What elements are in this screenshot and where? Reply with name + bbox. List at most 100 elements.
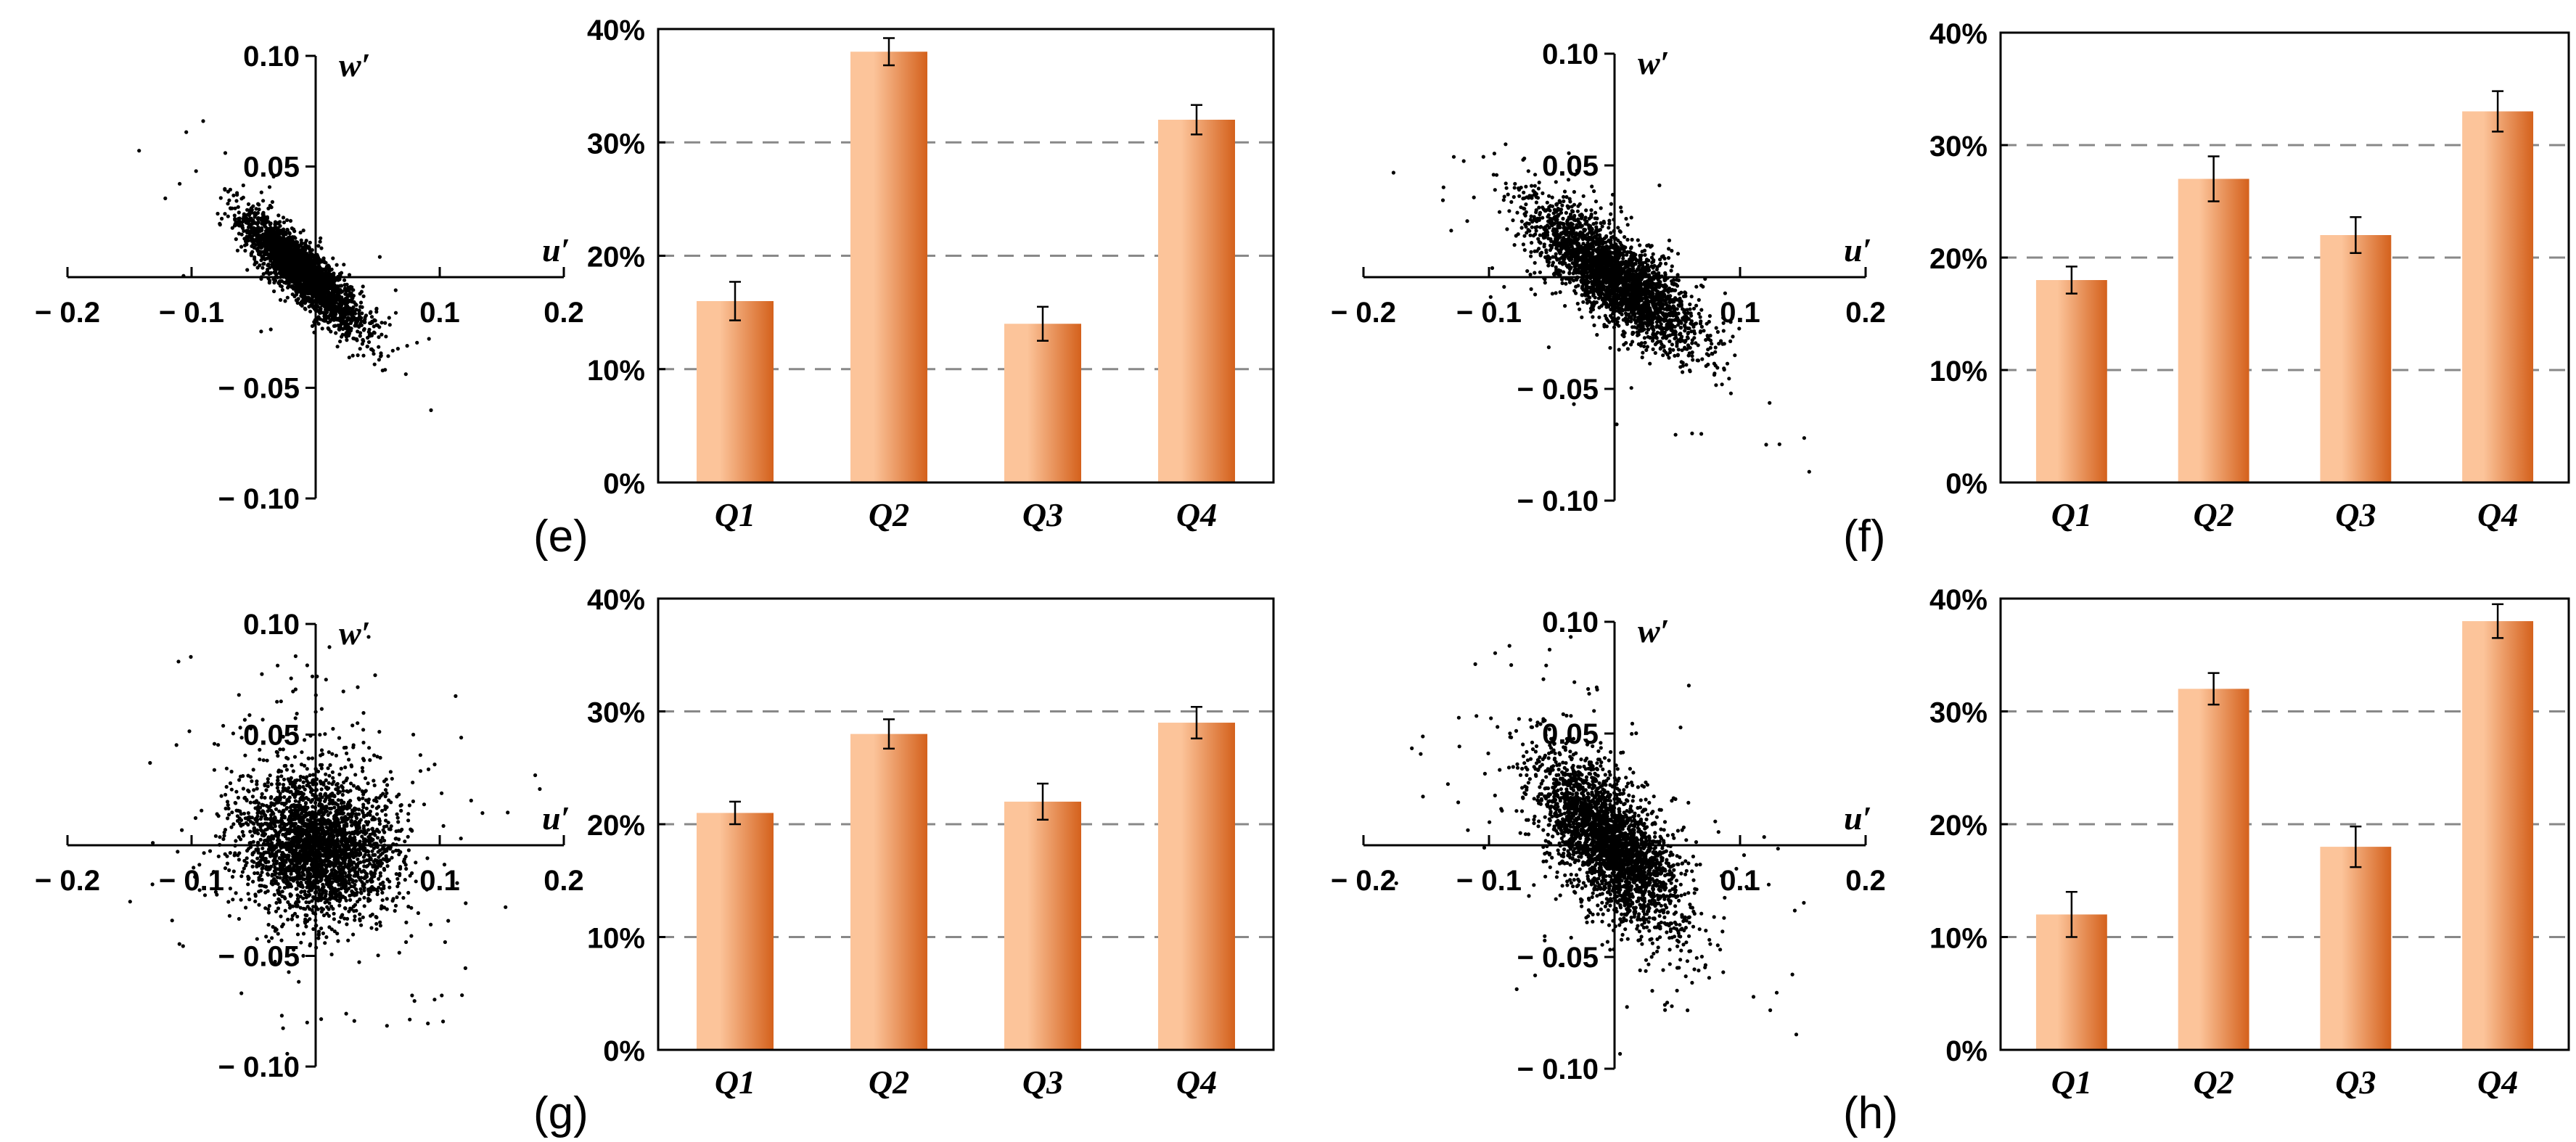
scatter-point <box>1622 334 1626 339</box>
scatter-point <box>1630 330 1635 334</box>
scatter-point <box>305 255 310 259</box>
scatter-point <box>1504 181 1508 186</box>
scatter-point <box>231 193 236 197</box>
scatter-point <box>259 329 263 334</box>
scatter-point <box>163 196 168 200</box>
scatter-point <box>268 271 273 275</box>
scatter-point <box>1599 282 1603 286</box>
scatter-point <box>1621 256 1625 260</box>
scatter-point <box>1690 338 1694 342</box>
scatter-point <box>295 290 299 295</box>
scatter-point <box>1501 198 1506 202</box>
scatter-point <box>1648 361 1652 366</box>
scatter-point <box>1655 265 1660 269</box>
scatter-point <box>357 308 361 313</box>
scatter-point <box>361 337 365 342</box>
scatter-point <box>253 221 257 225</box>
scatter-point <box>1638 243 1642 247</box>
scatter-point <box>374 310 379 314</box>
scatter-point <box>1592 323 1596 327</box>
scatter-point <box>347 273 352 277</box>
scatter-point <box>338 306 342 311</box>
scatter-point <box>429 408 433 413</box>
scatter-point <box>342 263 346 267</box>
x-axis-variable-label: u′ <box>542 231 570 268</box>
scatter-point <box>341 301 345 305</box>
scatter-point <box>302 282 306 287</box>
scatter-point <box>324 285 328 289</box>
scatter-point <box>1523 213 1527 218</box>
scatter-point <box>1702 329 1706 333</box>
scatter-point <box>279 242 284 247</box>
scatter-point <box>354 322 358 326</box>
scatter-point <box>1649 255 1654 260</box>
scatter-point <box>349 310 353 314</box>
scatter-point <box>1604 234 1609 239</box>
scatter-point <box>259 190 263 194</box>
scatter-point <box>1547 205 1551 210</box>
scatter-point <box>1522 234 1527 238</box>
scatter-point <box>1679 336 1683 340</box>
scatter-point <box>1547 194 1551 198</box>
scatter-point <box>1605 285 1609 289</box>
scatter-point <box>1650 318 1654 322</box>
scatter-point <box>1533 260 1537 265</box>
scatter-point <box>1504 186 1509 190</box>
scatter-point <box>1654 335 1659 340</box>
scatter-point <box>262 253 266 258</box>
scatter-point <box>1507 209 1511 213</box>
scatter-point <box>1567 236 1571 240</box>
scatter-point <box>236 205 240 209</box>
scatter-point <box>1601 284 1606 289</box>
scatter-point <box>386 354 390 358</box>
scatter-point <box>286 247 290 251</box>
scatter-point <box>282 263 287 268</box>
scatter-point <box>1652 287 1657 291</box>
scatter-point <box>380 332 384 337</box>
scatter-point <box>1523 222 1527 226</box>
y-tick-label: − 0.10 <box>218 483 300 515</box>
scatter-point <box>1700 357 1705 361</box>
scatter-point <box>1684 363 1689 367</box>
scatter-point <box>1621 267 1625 272</box>
scatter-point <box>280 288 284 292</box>
scatter-point <box>286 258 290 263</box>
scatter-plot-0: − 0.2− 0.1 0.1 0.20.100.05− 0.05− 0.10w′u′ <box>35 41 584 515</box>
scatter-point <box>1588 261 1593 266</box>
bar-q3 <box>1004 324 1081 482</box>
scatter-point <box>303 245 307 249</box>
scatter-point <box>323 295 327 299</box>
scatter-point <box>1651 266 1655 270</box>
scatter-point <box>278 220 282 224</box>
scatter-point <box>253 255 257 260</box>
scatter-point <box>303 307 308 311</box>
scatter-point <box>261 232 266 237</box>
scatter-point <box>349 320 353 324</box>
scatter-point <box>349 291 353 295</box>
scatter-point <box>1524 202 1528 207</box>
scatter-point <box>232 213 237 218</box>
scatter-point <box>278 297 283 302</box>
scatter-point <box>1607 320 1612 324</box>
scatter-point <box>248 216 253 221</box>
scatter-point <box>1675 278 1679 282</box>
scatter-point <box>1623 235 1627 239</box>
scatter-point <box>256 202 261 206</box>
panel-label-e: (e) <box>533 512 588 562</box>
scatter-point <box>1643 340 1647 345</box>
scatter-point <box>1604 240 1608 245</box>
scatter-point <box>1615 295 1620 300</box>
scatter-point <box>226 214 230 218</box>
scatter-point <box>1690 354 1694 358</box>
scatter-point <box>337 327 341 332</box>
scatter-point <box>1609 212 1613 216</box>
scatter-point <box>321 289 326 294</box>
scatter-point <box>292 294 297 299</box>
scatter-point <box>265 226 269 231</box>
scatter-point <box>316 321 321 326</box>
scatter-point <box>338 340 342 344</box>
scatter-point <box>1669 268 1673 273</box>
scatter-point <box>332 289 336 293</box>
scatter-point <box>1658 258 1662 262</box>
scatter-point <box>1694 303 1699 308</box>
